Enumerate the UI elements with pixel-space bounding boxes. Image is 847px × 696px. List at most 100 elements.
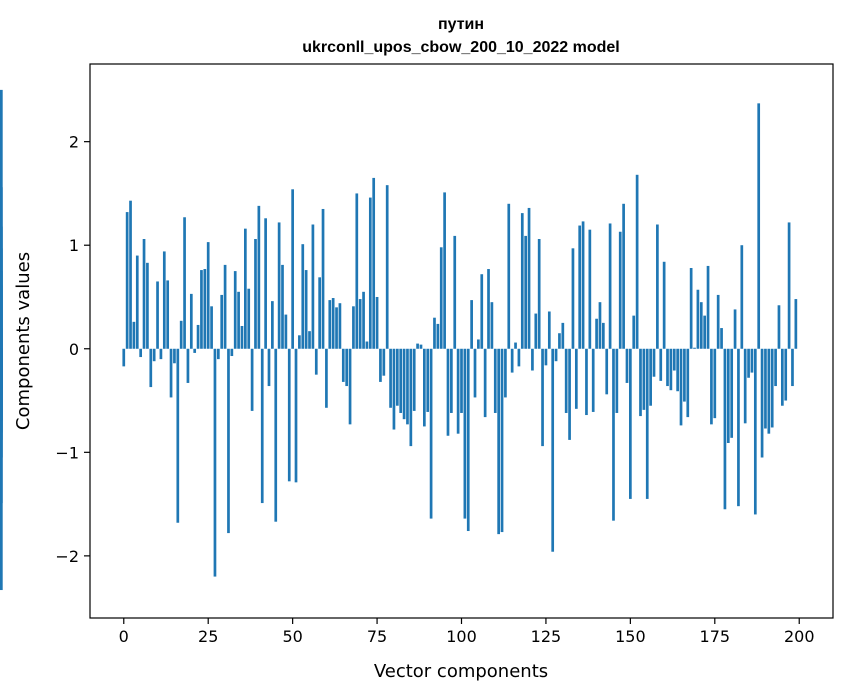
bar-component-171 (699, 302, 703, 349)
bar-component-174 (710, 348, 713, 425)
bar-component-1 (125, 212, 129, 349)
bar-component-4 (135, 255, 139, 349)
bar-component-37 (247, 288, 251, 349)
bar-component-79 (389, 348, 392, 408)
bar-component-152 (635, 174, 639, 349)
bar-component-196 (784, 348, 788, 401)
bar-component-130 (561, 322, 565, 349)
x-tick-label: 150 (615, 627, 646, 646)
bar-component-33 (233, 271, 237, 349)
bar-component-142 (601, 322, 605, 349)
bar-component-20 (189, 293, 193, 349)
bar-component-194 (777, 305, 781, 349)
bar-component-109 (490, 302, 494, 349)
bar-component-48 (284, 314, 288, 349)
bar-component-119 (524, 235, 528, 349)
bar-component-0 (122, 348, 126, 367)
bar-component-188 (757, 103, 761, 349)
x-tick-label: 25 (198, 627, 218, 646)
bar-component-74 (372, 177, 376, 349)
bar-component-128 (554, 348, 558, 362)
bar-component-163 (672, 348, 676, 371)
bar-component-148 (622, 203, 625, 349)
bar-component-184 (743, 348, 747, 424)
bar-component-146 (615, 348, 619, 413)
bar-component-123 (537, 239, 541, 349)
bar-component-64 (338, 303, 342, 349)
bar-component-88 (419, 344, 423, 349)
x-axis-label: Vector components (374, 661, 548, 682)
bar-component-84 (406, 348, 409, 425)
bar-component-105 (477, 339, 480, 349)
bar-component-167 (686, 348, 690, 418)
bar-component-160 (662, 261, 666, 349)
bar-component-8 (149, 348, 153, 388)
bar-component-23 (200, 270, 203, 349)
bar-component-157 (652, 348, 656, 377)
bar-component-112 (500, 348, 504, 533)
bar-component-52 (298, 335, 301, 349)
bar-component-86 (412, 348, 416, 411)
bar-component-117 (517, 348, 521, 367)
bar-component-28 (216, 348, 220, 360)
bar-component-141 (598, 302, 602, 349)
bar-component-114 (507, 203, 511, 349)
bar-component-186 (750, 348, 754, 373)
bar-component-108 (487, 269, 490, 349)
bar-component-107 (483, 348, 487, 418)
y-tick-label: 2 (69, 133, 79, 152)
bar-component-192 (770, 348, 774, 428)
bar-component-98 (453, 235, 457, 349)
bar-component-70 (358, 299, 362, 349)
bar-component-58 (318, 277, 321, 349)
bar-component-110 (493, 348, 497, 413)
bar-component-116 (514, 342, 517, 349)
bar-component-134 (574, 348, 578, 409)
bar-component-89 (423, 348, 426, 427)
bar-component-47 (281, 264, 284, 349)
bar-component-99 (456, 348, 460, 434)
bar-component-56 (311, 224, 315, 349)
bar-component-10 (156, 281, 159, 349)
bar-component-183 (740, 245, 744, 349)
bar-component-179 (726, 348, 730, 443)
y-tick-label: −2 (55, 547, 79, 566)
bar-component-169 (693, 347, 696, 349)
bar-component-26 (210, 306, 213, 349)
bar-component-43 (267, 348, 271, 387)
bar-component-44 (271, 301, 274, 349)
bar-component-22 (196, 324, 200, 349)
bar-component-13 (166, 280, 170, 349)
bar-component-153 (639, 348, 642, 417)
bar-component-62 (331, 298, 335, 349)
bar-component-177 (720, 328, 723, 349)
bar-component-195 (780, 348, 784, 406)
bar-component-191 (767, 348, 771, 434)
bar-component-159 (659, 348, 663, 381)
x-tick-label: 125 (531, 627, 562, 646)
bar-component-132 (568, 348, 571, 440)
bar-component-175 (713, 348, 717, 419)
bars-group (0, 89, 798, 591)
bar-component-197 (787, 222, 791, 349)
bar-component-29 (220, 294, 224, 349)
bar-component-162 (669, 348, 673, 391)
bar-component-5 (139, 348, 143, 358)
bar-component-93 (436, 323, 440, 349)
bar-component-63 (335, 307, 338, 349)
bar-component-178 (723, 348, 727, 510)
bar-component-65 (341, 348, 345, 382)
bar-component-161 (666, 348, 669, 387)
bar-component-165 (679, 348, 683, 426)
bar-component-82 (399, 348, 403, 413)
x-tick-label: 175 (700, 627, 731, 646)
bar-component-39 (254, 239, 257, 349)
bar-component-32 (230, 348, 234, 357)
bar-component-173 (706, 265, 710, 349)
bar-component-24 (203, 269, 207, 349)
bar-component-12 (162, 251, 166, 349)
bar-component-69 (355, 193, 359, 349)
bar-component-180 (730, 348, 734, 438)
bar-component-138 (588, 229, 592, 349)
